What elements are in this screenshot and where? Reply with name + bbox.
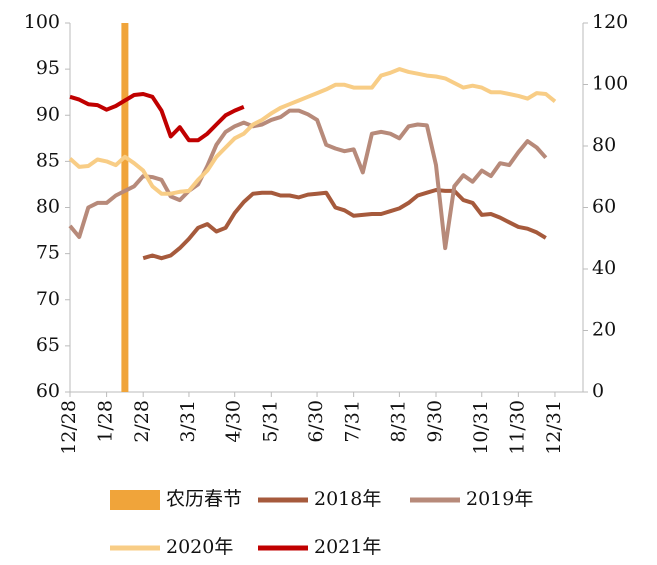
x-tick-label: 6/30	[305, 400, 327, 443]
legend-label: 2018年	[314, 488, 381, 510]
y2-tick-label: 80	[592, 134, 616, 156]
legend-label: 农历春节	[166, 488, 242, 510]
legend-label: 2020年	[166, 536, 233, 558]
y-tick-label: 85	[36, 149, 60, 171]
x-tick-label: 5/31	[259, 400, 281, 443]
y-tick-label: 65	[36, 334, 60, 356]
line	[142, 188, 547, 261]
x-tick-label: 10/31	[470, 400, 492, 455]
y2-tick-label: 40	[592, 257, 616, 279]
x-tick-label: 4/30	[223, 400, 245, 443]
x-tick-label: 8/31	[387, 400, 409, 443]
y-tick-label: 95	[36, 57, 60, 79]
x-tick-label: 11/30	[506, 400, 528, 455]
legend-label: 2021年	[314, 536, 381, 558]
y-tick-label: 90	[36, 103, 60, 125]
y-tick-label: 80	[36, 196, 60, 218]
y2-tick-label: 120	[592, 11, 628, 33]
y2-tick-label: 100	[592, 73, 628, 95]
line	[68, 67, 557, 196]
y-tick-label: 100	[24, 11, 60, 33]
legend-swatch	[110, 490, 160, 510]
y2-tick-label: 0	[592, 380, 604, 402]
x-tick-label: 12/28	[58, 400, 80, 455]
x-tick-label: 1/28	[95, 400, 117, 443]
line	[68, 108, 548, 251]
line	[69, 92, 245, 143]
x-tick-label: 9/30	[424, 400, 446, 443]
x-tick-label: 7/31	[342, 400, 364, 443]
y2-tick-label: 60	[592, 196, 616, 218]
x-tick-label: 3/31	[177, 400, 199, 443]
legend-label: 2019年	[466, 488, 533, 510]
y-tick-label: 60	[36, 380, 60, 402]
y-tick-label: 70	[36, 288, 60, 310]
bar	[121, 23, 129, 392]
x-tick-label: 12/31	[543, 400, 565, 455]
y-tick-label: 75	[36, 242, 60, 264]
y2-tick-label: 20	[592, 319, 616, 341]
x-tick-label: 2/28	[131, 400, 153, 443]
